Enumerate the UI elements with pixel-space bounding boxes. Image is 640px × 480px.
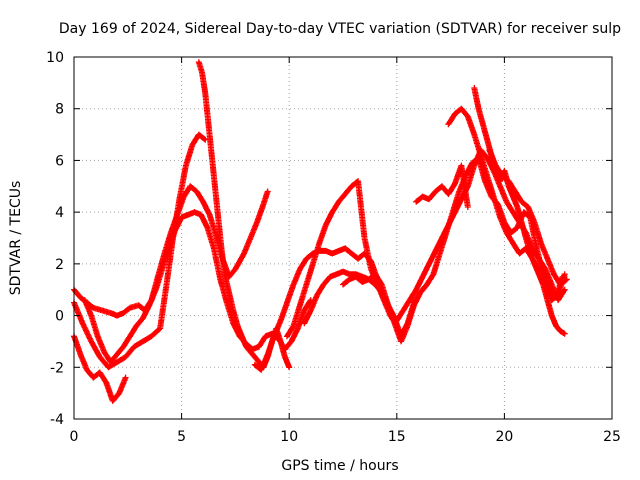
series-markers	[340, 271, 430, 345]
x-tick-label: 15	[388, 429, 406, 445]
y-tick-label: 0	[55, 309, 64, 325]
plot-frame	[73, 56, 613, 420]
series-track-6	[251, 245, 400, 373]
axis-ticks	[73, 56, 613, 420]
x-tick-labels: 0 5 10 15 20 25	[70, 429, 621, 445]
series-markers	[251, 245, 400, 373]
x-tick-label: 25	[603, 429, 621, 445]
y-tick-label: 8	[55, 102, 64, 118]
x-axis-label: GPS time / hours	[281, 458, 398, 474]
series-track-13	[486, 147, 570, 288]
y-tick-label: -4	[50, 412, 64, 428]
x-tick-label: 10	[280, 429, 298, 445]
y-tick-labels: -4 -2 0 2 4 6 8 10	[46, 50, 64, 428]
series-markers	[486, 147, 570, 288]
y-tick-label: 4	[55, 205, 64, 221]
series-markers	[71, 131, 209, 371]
data-series	[71, 59, 570, 404]
x-tick-label: 0	[70, 429, 79, 445]
y-tick-label: -2	[50, 360, 64, 376]
y-axis-label: SDTVAR / TECUs	[8, 181, 24, 296]
series-track-9	[340, 271, 430, 345]
x-tick-label: 20	[495, 429, 513, 445]
y-tick-label: 6	[55, 153, 64, 169]
series-track-10	[413, 162, 471, 210]
y-tick-label: 2	[55, 257, 64, 273]
x-tick-label: 5	[177, 429, 186, 445]
series-track-3	[71, 131, 209, 371]
series-markers	[413, 162, 471, 210]
y-tick-label: 10	[46, 50, 64, 66]
chart-title: Day 169 of 2024, Sidereal Day-to-day VTE…	[59, 21, 621, 37]
